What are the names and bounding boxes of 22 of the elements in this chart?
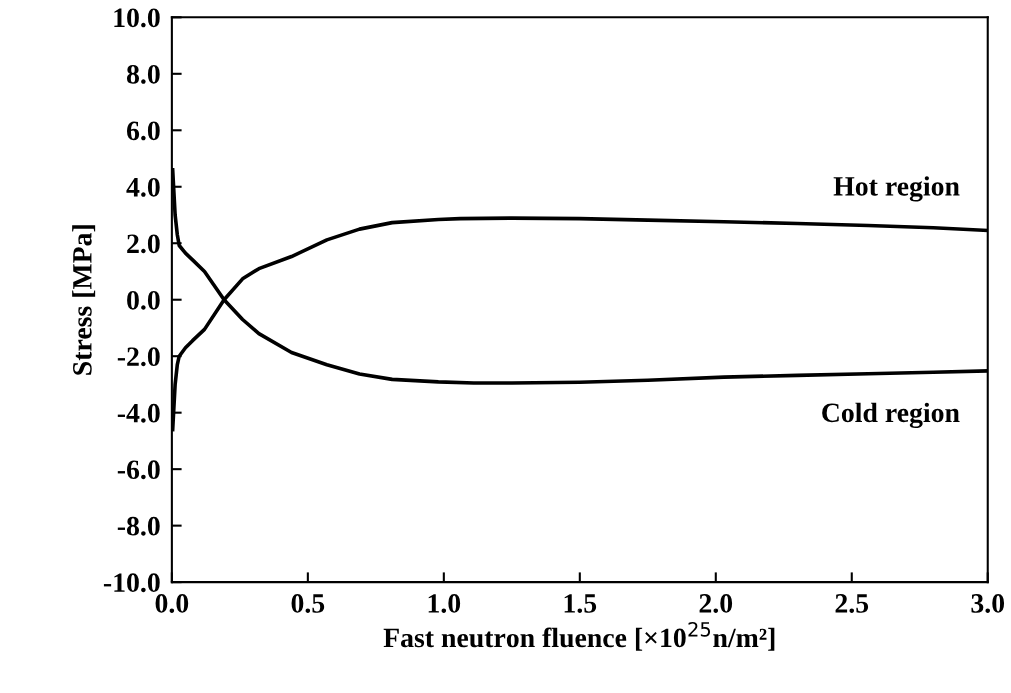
y-tick-label: 8.0 [126, 64, 160, 84]
x-tick-label: 1.0 [428, 594, 461, 613]
y-tick-label: 4.0 [126, 177, 160, 197]
y-tick-label: 6.0 [126, 121, 160, 141]
y-tick-label: -8.0 [117, 516, 160, 536]
y-axis-title: Stress [MPa] [72, 225, 96, 375]
y-tick-label: -10.0 [103, 573, 160, 593]
x-tick-label: 2.5 [835, 594, 869, 613]
x-tick-label: 0.5 [291, 594, 325, 613]
y-tick-label: -2.0 [117, 347, 160, 367]
x-tick-label: 0.0 [155, 594, 189, 613]
x-tick-label: 3.0 [971, 594, 1005, 613]
y-tick-label: -6.0 [117, 460, 160, 480]
y-tick-label: 0.0 [127, 290, 160, 310]
series-label: Cold region [822, 402, 960, 429]
series-label: Hot region [833, 176, 960, 202]
y-tick-label: -4.0 [117, 403, 160, 423]
x-tick-label: 2.0 [699, 594, 733, 613]
y-tick-label: 10.0 [114, 8, 160, 28]
x-tick-label: 1.5 [564, 594, 597, 613]
x-axis-title: Fast neutron fluence [×10$^{25}$n/m²] [383, 621, 775, 651]
y-tick-label: 2.0 [127, 234, 160, 254]
